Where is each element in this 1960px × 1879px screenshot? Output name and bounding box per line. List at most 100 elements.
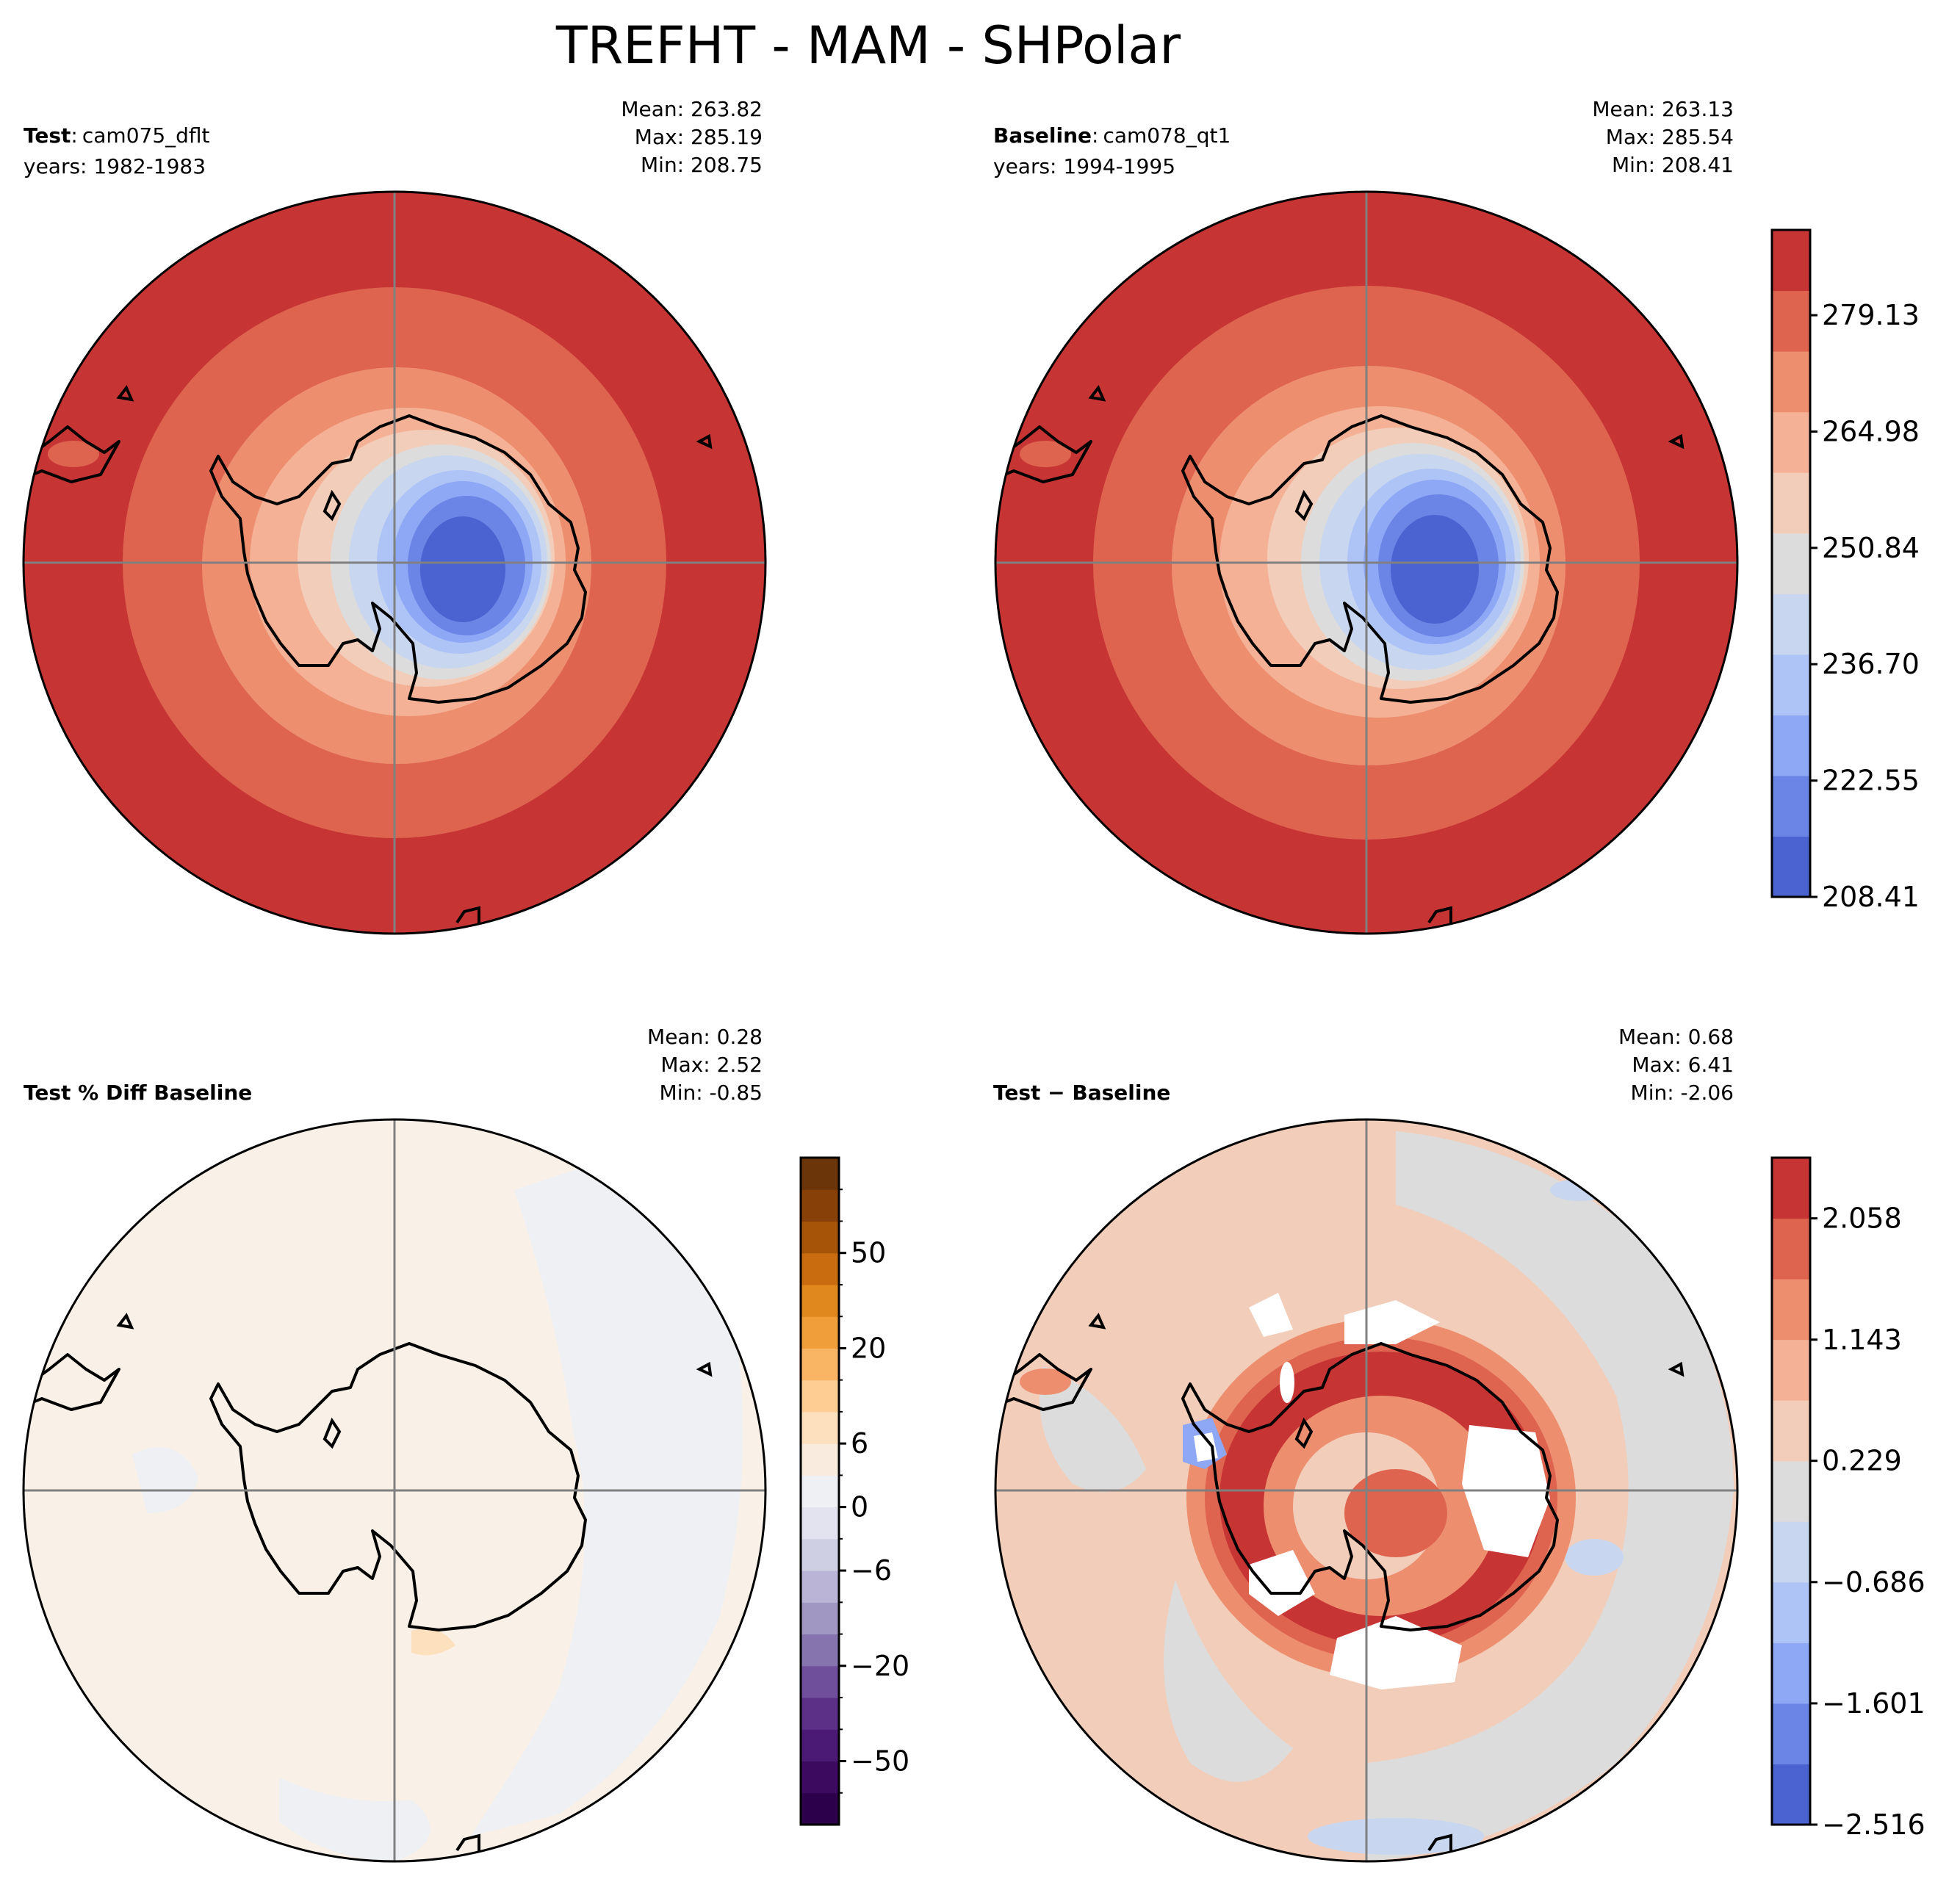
contour-band <box>1366 1131 1734 1861</box>
colorbar-band <box>1772 775 1810 837</box>
contour-band <box>420 516 505 622</box>
panel-baseline-stat-min: Min: 208.41 <box>1612 153 1734 177</box>
colorbar-band <box>801 1348 839 1381</box>
panel-test-label: Test: cam075_dflt <box>24 123 210 148</box>
contour-band <box>1391 515 1479 624</box>
colorbar-tick-label: 279.13 <box>1822 299 1920 331</box>
panel-baseline-label: Baseline: cam078_qt1 <box>993 123 1231 148</box>
colorbar-frame <box>1770 1156 1812 1826</box>
contour-band <box>1550 1179 1609 1201</box>
contour-band <box>1164 1579 1293 1782</box>
colorbar-tick-label: 1.143 <box>1822 1324 1902 1356</box>
colorbar-band <box>1772 472 1810 534</box>
colorbar-band <box>801 1443 839 1476</box>
colorbar-band <box>1772 1642 1810 1704</box>
panel-test-years: years: 1982-1983 <box>24 154 206 178</box>
contour-band <box>1040 1366 1146 1493</box>
colorbar-band <box>1772 654 1810 715</box>
colorbar-band <box>801 1284 839 1317</box>
colorbar-band <box>1772 1703 1810 1764</box>
colorbar-band <box>801 1634 839 1667</box>
colorbar-band <box>801 1792 839 1825</box>
panel-test-label-sep: : <box>71 123 77 148</box>
colorbar-band <box>801 1698 839 1730</box>
panel-pct-diff-map <box>24 1119 765 1861</box>
colorbar-tick-label: 50 <box>851 1237 886 1269</box>
colorbar-band <box>801 1570 839 1603</box>
contour-band <box>1020 441 1071 467</box>
colorbar-band <box>1772 351 1810 413</box>
colorbar-band <box>1772 1218 1810 1280</box>
colorbar-band <box>801 1507 839 1540</box>
colorbar-band <box>1772 1279 1810 1341</box>
colorbar-band <box>801 1380 839 1413</box>
colorbar-band <box>801 1729 839 1762</box>
colorbar-pct-diff: 50 20 6 0 −6 −20 −50 <box>799 1156 909 1826</box>
colorbar-tick-label: 6 <box>851 1427 868 1460</box>
panel-diff-stat-min: Min: -2.06 <box>1631 1081 1734 1105</box>
colorbar-band <box>801 1761 839 1794</box>
contour-band <box>48 441 99 467</box>
map-boundary <box>994 190 1739 935</box>
colorbar-band <box>801 1538 839 1571</box>
colorbar-tick-label: −20 <box>851 1650 909 1682</box>
colorbar-band <box>1772 836 1810 898</box>
map-boundary <box>22 1118 767 1863</box>
colorbar-tick-label: −6 <box>851 1554 892 1587</box>
contour-band <box>1344 1300 1440 1344</box>
contour-band <box>1330 1616 1462 1689</box>
colorbar-band <box>1772 594 1810 655</box>
colorbar-tick-label: 0.229 <box>1822 1445 1902 1477</box>
colorbar-band <box>801 1158 839 1190</box>
colorbar-band <box>1772 290 1810 352</box>
colorbar-tick-label: 222.55 <box>1822 765 1920 797</box>
colorbar-temperature: 279.13 264.98 250.84 236.70 222.55 208.41 <box>1770 228 1920 913</box>
colorbar-band <box>801 1252 839 1285</box>
colorbar-band <box>1772 230 1810 292</box>
colorbar-band <box>801 1475 839 1508</box>
contour-band <box>1308 1818 1484 1855</box>
colorbar-band <box>801 1665 839 1698</box>
panel-test-stat-max: Max: 285.19 <box>635 125 763 149</box>
colorbar-band <box>801 1316 839 1349</box>
contour-band <box>279 1778 430 1861</box>
colorbar-band <box>1772 1460 1810 1522</box>
colorbar-tick-label: 20 <box>851 1332 886 1364</box>
panel-baseline-case-name: cam078_qt1 <box>1103 123 1231 148</box>
colorbar-band <box>1772 1582 1810 1643</box>
colorbar-tick-label: 0 <box>851 1491 868 1523</box>
colorbar-frame <box>1770 228 1812 898</box>
panel-test-label-bold: Test <box>24 123 71 148</box>
contour-band <box>1280 1362 1294 1403</box>
panel-diff-stat-mean: Mean: 0.68 <box>1618 1025 1734 1049</box>
panel-baseline-years: years: 1994-1995 <box>993 154 1175 178</box>
contour-band <box>132 1447 198 1513</box>
panel-test-stat-mean: Mean: 263.82 <box>621 97 763 121</box>
panel-baseline-label-bold: Baseline <box>993 123 1092 148</box>
colorbar-band <box>1772 1158 1810 1219</box>
colorbar-tick-label: −0.686 <box>1822 1566 1925 1598</box>
map-boundary <box>994 1118 1739 1863</box>
colorbar-diff: 2.058 1.143 0.229 −0.686 −1.601 −2.516 <box>1770 1156 1925 1841</box>
panel-pct-diff-stat-mean: Mean: 0.28 <box>647 1025 763 1049</box>
colorbar-band <box>801 1411 839 1444</box>
colorbar-tick-label: 236.70 <box>1822 648 1920 680</box>
colorbar-frame <box>799 1156 840 1826</box>
panel-test-map <box>24 192 765 934</box>
colorbar-tick-label: 264.98 <box>1822 416 1920 448</box>
contour-band <box>1249 1293 1293 1337</box>
panel-baseline: Baseline: cam078_qt1 years: 1994-1995 Mea… <box>993 97 1739 935</box>
panel-test-case-name: cam075_dflt <box>82 123 210 148</box>
colorbar-band <box>1772 1339 1810 1401</box>
panel-baseline-stat-mean: Mean: 263.13 <box>1592 97 1734 121</box>
panel-diff-stat-max: Max: 6.41 <box>1632 1053 1734 1077</box>
colorbar-tick-label: 208.41 <box>1822 881 1920 913</box>
colorbar-tick-label: 250.84 <box>1822 532 1920 564</box>
colorbar-tick-label: −50 <box>851 1745 909 1778</box>
colorbar-band <box>801 1221 839 1254</box>
contour-band <box>1249 1550 1315 1616</box>
colorbar-band <box>801 1602 839 1635</box>
colorbar-tick-label: −2.516 <box>1822 1808 1925 1841</box>
colorbar-band <box>1772 533 1810 594</box>
colorbar-band <box>1772 1764 1810 1825</box>
